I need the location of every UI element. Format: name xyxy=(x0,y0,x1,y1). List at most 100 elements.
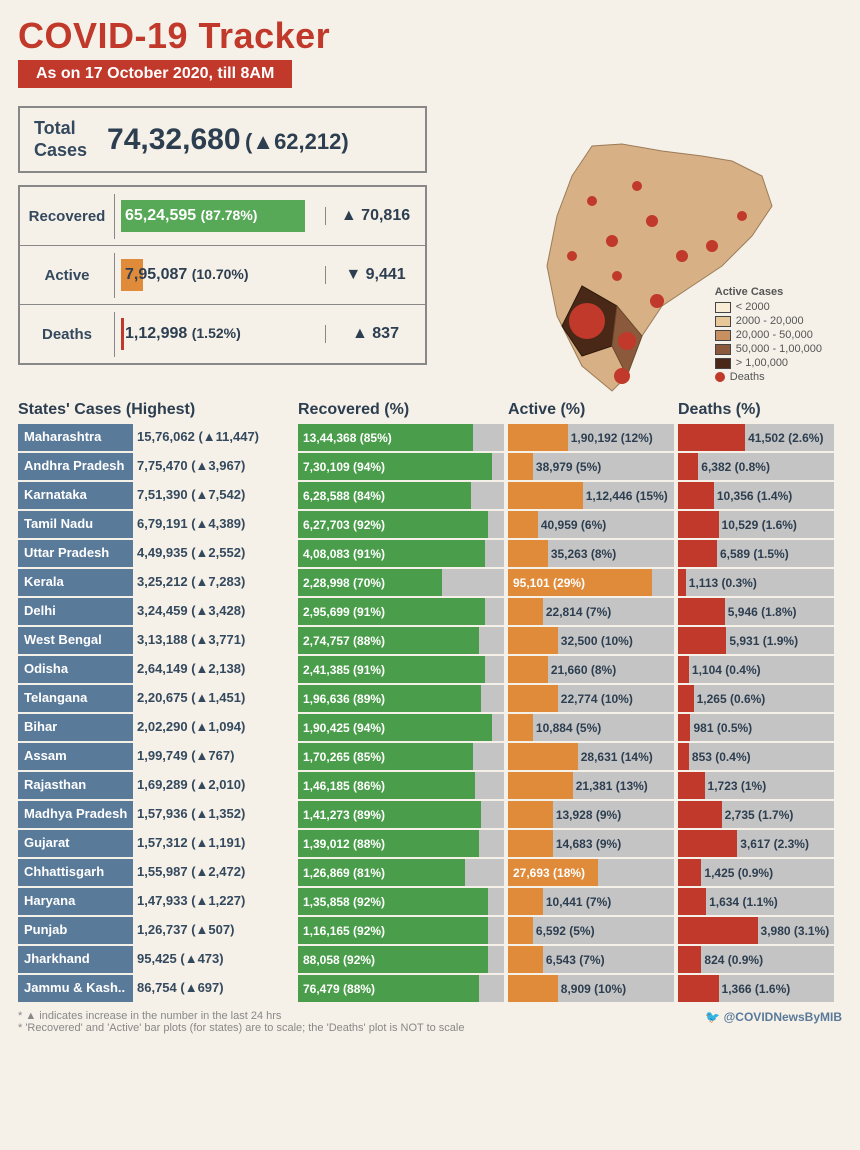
legend-swatch xyxy=(715,316,731,327)
active-fill xyxy=(508,888,543,915)
deaths-label: 3,980 (3.1%) xyxy=(758,917,830,944)
active-label: 95,101 (29%) xyxy=(508,569,585,596)
active-label: 1,12,446 (15%) xyxy=(583,482,668,509)
recovered-label: 76,479 (88%) xyxy=(298,975,375,1002)
state-cases: 95,425 (▲473) xyxy=(133,946,298,973)
left-panel: COVID-19 Tracker As on 17 October 2020, … xyxy=(18,15,427,385)
deaths-bar: 1,104 (0.4%) xyxy=(678,656,834,683)
table-row: Jammu & Kash.. 86,754 (▲697) 76,479 (88%… xyxy=(18,975,842,1002)
deaths-fill xyxy=(678,830,737,857)
deaths-fill xyxy=(678,917,758,944)
state-cases: 1,57,936 (▲1,352) xyxy=(133,801,298,828)
summary-row: Recovered 65,24,595 (87.78%) ▲ 70,816 xyxy=(20,187,425,246)
deaths-bar: 981 (0.5%) xyxy=(678,714,834,741)
table-row: Telangana 2,20,675 (▲1,451) 1,96,636 (89… xyxy=(18,685,842,712)
state-name: West Bengal xyxy=(18,627,133,654)
state-cases: 1,69,289 (▲2,010) xyxy=(133,772,298,799)
active-fill xyxy=(508,511,538,538)
state-cases: 7,75,470 (▲3,967) xyxy=(133,453,298,480)
state-name: Haryana xyxy=(18,888,133,915)
active-bar: 13,928 (9%) xyxy=(508,801,674,828)
active-bar: 22,814 (7%) xyxy=(508,598,674,625)
active-fill xyxy=(508,801,553,828)
state-cases: 3,13,188 (▲3,771) xyxy=(133,627,298,654)
state-name: Telangana xyxy=(18,685,133,712)
deaths-fill xyxy=(678,598,725,625)
state-name: Delhi xyxy=(18,598,133,625)
summary-label: Active xyxy=(20,253,115,298)
active-label: 21,381 (13%) xyxy=(573,772,648,799)
deaths-dot-icon xyxy=(715,372,725,382)
state-cases: 3,25,212 (▲7,283) xyxy=(133,569,298,596)
active-bar: 8,909 (10%) xyxy=(508,975,674,1002)
active-bar: 35,263 (8%) xyxy=(508,540,674,567)
recovered-bar: 2,74,757 (88%) xyxy=(298,627,504,654)
recovered-bar: 2,95,699 (91%) xyxy=(298,598,504,625)
state-name: Andhra Pradesh xyxy=(18,453,133,480)
legend-item: 20,000 - 50,000 xyxy=(715,329,822,341)
deaths-label: 1,634 (1.1%) xyxy=(706,888,778,915)
state-name: Jharkhand xyxy=(18,946,133,973)
table-row: Kerala 3,25,212 (▲7,283) 2,28,998 (70%) … xyxy=(18,569,842,596)
state-name: Odisha xyxy=(18,656,133,683)
table-row: Punjab 1,26,737 (▲507) 1,16,165 (92%) 6,… xyxy=(18,917,842,944)
recovered-label: 1,26,869 (81%) xyxy=(298,859,385,886)
deaths-fill xyxy=(678,685,694,712)
table-row: Odisha 2,64,149 (▲2,138) 2,41,385 (91%) … xyxy=(18,656,842,683)
active-bar: 95,101 (29%) xyxy=(508,569,674,596)
deaths-label: 6,589 (1.5%) xyxy=(717,540,789,567)
deaths-bar: 1,425 (0.9%) xyxy=(678,859,834,886)
deaths-fill xyxy=(678,975,719,1002)
active-fill xyxy=(508,772,573,799)
deaths-label: 1,265 (0.6%) xyxy=(694,685,766,712)
deaths-bar: 1,366 (1.6%) xyxy=(678,975,834,1002)
map-illustration xyxy=(442,6,842,286)
deaths-label: 10,356 (1.4%) xyxy=(714,482,792,509)
table-row: Maharashtra 15,76,062 (▲11,447) 13,44,36… xyxy=(18,424,842,451)
recovered-label: 6,28,588 (84%) xyxy=(298,482,385,509)
table-row: Haryana 1,47,933 (▲1,227) 1,35,858 (92%)… xyxy=(18,888,842,915)
table-row: Madhya Pradesh 1,57,936 (▲1,352) 1,41,27… xyxy=(18,801,842,828)
legend-item: 2000 - 20,000 xyxy=(715,315,822,327)
deaths-fill xyxy=(678,453,698,480)
state-name: Bihar xyxy=(18,714,133,741)
india-map: Active Cases < 20002000 - 20,00020,000 -… xyxy=(442,15,842,385)
deaths-fill xyxy=(678,772,705,799)
summary-value: 65,24,595 (87.78%) xyxy=(121,207,257,225)
table-row: Tamil Nadu 6,79,191 (▲4,389) 6,27,703 (9… xyxy=(18,511,842,538)
legend-item: > 1,00,000 xyxy=(715,357,822,369)
recovered-bar: 2,28,998 (70%) xyxy=(298,569,504,596)
deaths-fill xyxy=(678,627,726,654)
infographic-root: COVID-19 Tracker As on 17 October 2020, … xyxy=(0,0,860,1049)
active-label: 14,683 (9%) xyxy=(553,830,621,857)
active-fill xyxy=(508,656,548,683)
deaths-fill xyxy=(678,656,689,683)
state-name: Uttar Pradesh xyxy=(18,540,133,567)
state-cases: 2,20,675 (▲1,451) xyxy=(133,685,298,712)
table-row: Karnataka 7,51,390 (▲7,542) 6,28,588 (84… xyxy=(18,482,842,509)
recovered-bar: 1,70,265 (85%) xyxy=(298,743,504,770)
deaths-fill xyxy=(678,569,686,596)
active-fill xyxy=(508,975,558,1002)
recovered-label: 1,39,012 (88%) xyxy=(298,830,385,857)
active-fill xyxy=(508,743,578,770)
legend-title: Active Cases xyxy=(715,286,822,298)
deaths-label: 3,617 (2.3%) xyxy=(737,830,809,857)
summary-value: 7,95,087 (10.70%) xyxy=(121,266,249,284)
active-bar: 1,90,192 (12%) xyxy=(508,424,674,451)
state-name: Karnataka xyxy=(18,482,133,509)
deaths-label: 853 (0.4%) xyxy=(689,743,751,770)
state-name: Tamil Nadu xyxy=(18,511,133,538)
summary-label: Deaths xyxy=(20,312,115,357)
state-cases: 86,754 (▲697) xyxy=(133,975,298,1002)
active-fill xyxy=(508,598,543,625)
active-label: 21,660 (8%) xyxy=(548,656,616,683)
deaths-bar: 2,735 (1.7%) xyxy=(678,801,834,828)
active-bar: 14,683 (9%) xyxy=(508,830,674,857)
summary-bar-area: 7,95,087 (10.70%) xyxy=(115,246,325,304)
legend-swatch xyxy=(715,344,731,355)
recovered-bar: 1,39,012 (88%) xyxy=(298,830,504,857)
recovered-label: 1,46,185 (86%) xyxy=(298,772,385,799)
deaths-fill xyxy=(678,714,690,741)
deaths-bar: 10,356 (1.4%) xyxy=(678,482,834,509)
